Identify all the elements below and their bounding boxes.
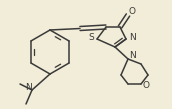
Text: N: N: [26, 83, 32, 91]
Text: O: O: [128, 8, 136, 16]
Text: S: S: [88, 33, 94, 43]
Text: O: O: [142, 81, 149, 89]
Text: N: N: [130, 50, 136, 60]
Text: N: N: [129, 33, 135, 43]
